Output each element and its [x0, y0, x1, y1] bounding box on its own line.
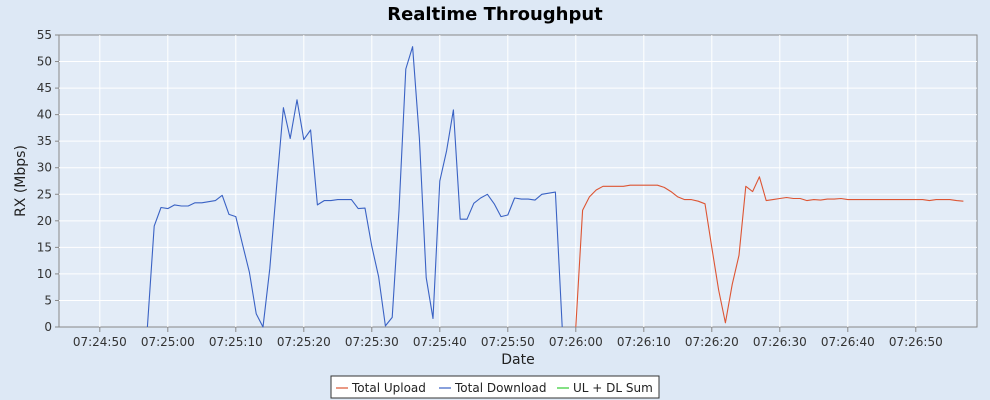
legend-label-sum: UL + DL Sum: [573, 381, 653, 395]
x-gridlines: [99, 35, 917, 327]
y-axis: 0 5 10 15 20 25 30 35 40 45 50 55: [37, 28, 59, 334]
x-tick-label: 07:25:10: [209, 335, 263, 349]
x-tick-label: 07:26:50: [889, 335, 943, 349]
chart-title: Realtime Throughput: [387, 4, 603, 25]
y-tick-label: 25: [37, 187, 52, 201]
plot-area: [58, 34, 978, 328]
x-axis-title: Date: [501, 352, 534, 368]
series-layer: [146, 46, 964, 328]
x-axis: 07:24:50 07:25:00 07:25:10 07:25:20 07:25:30…: [73, 327, 943, 349]
y-tick-label: 30: [37, 161, 52, 175]
legend-label-upload: Total Upload: [351, 381, 426, 395]
x-tick-label: 07:26:00: [549, 335, 603, 349]
x-tick-label: 07:26:20: [685, 335, 739, 349]
x-tick-label: 07:25:40: [413, 335, 467, 349]
legend: Total Upload Total Download UL + DL Sum: [330, 375, 660, 399]
x-tick-label: 07:25:00: [141, 335, 195, 349]
y-gridlines: [59, 61, 977, 301]
y-tick-label: 50: [37, 55, 52, 69]
y-tick-label: 15: [37, 240, 52, 254]
y-tick-label: 0: [44, 320, 52, 334]
y-tick-label: 45: [37, 81, 52, 95]
series-line-total-upload: [575, 176, 964, 328]
y-tick-label: 40: [37, 108, 52, 122]
y-tick-label: 35: [37, 134, 52, 148]
x-tick-label: 07:25:30: [345, 335, 399, 349]
x-tick-label: 07:25:50: [481, 335, 535, 349]
y-tick-label: 55: [37, 28, 52, 42]
legend-box: [330, 375, 660, 399]
x-tick-label: 07:24:50: [73, 335, 127, 349]
y-tick-label: 10: [37, 267, 52, 281]
x-tick-label: 07:26:10: [617, 335, 671, 349]
legend-label-download: Total Download: [454, 381, 547, 395]
y-tick-label: 5: [44, 293, 52, 307]
y-axis-title: RX (Mbps): [13, 145, 29, 217]
series-line-total-download: [146, 46, 563, 328]
x-tick-label: 07:26:40: [821, 335, 875, 349]
y-tick-label: 20: [37, 214, 52, 228]
x-tick-label: 07:25:20: [277, 335, 331, 349]
x-tick-label: 07:26:30: [753, 335, 807, 349]
